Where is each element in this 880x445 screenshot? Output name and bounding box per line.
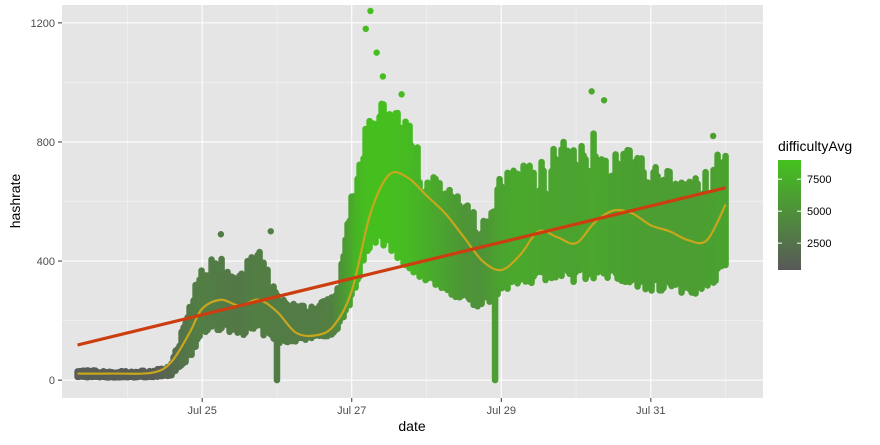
- legend-tick-label: 2500: [807, 238, 831, 250]
- x-tick-label: Jul 25: [188, 405, 217, 417]
- legend: difficultyAvg 2500 5000 7500: [778, 138, 852, 270]
- scatter-point: [267, 228, 274, 235]
- y-axis-title: hashrate: [7, 174, 23, 229]
- fit-layer: [77, 171, 727, 375]
- x-tick-label: Jul 27: [337, 405, 366, 417]
- legend-colorbar: [778, 160, 801, 270]
- axes-layer: 0 400 800 1200 Jul 25 Jul 27 Jul 29 Jul 31: [31, 18, 666, 417]
- x-tick-label: Jul 31: [636, 405, 665, 417]
- legend-tick-label: 5000: [807, 206, 831, 218]
- scatter-point: [217, 231, 225, 238]
- legend-ticks: 2500 5000 7500: [778, 174, 831, 250]
- scatter-point: [373, 49, 380, 56]
- scatter-point: [367, 7, 374, 15]
- y-tick-label: 800: [37, 137, 55, 149]
- scatter-layer: [74, 7, 729, 384]
- legend-tick-label: 7500: [807, 174, 831, 186]
- scatter-point: [588, 88, 595, 95]
- y-tick-label: 0: [49, 375, 55, 387]
- scatter-point: [600, 97, 608, 104]
- legend-title: difficultyAvg: [778, 138, 852, 154]
- scatter-point: [709, 132, 717, 140]
- scatter-point: [362, 25, 369, 33]
- y-tick-label: 400: [37, 256, 55, 268]
- y-tick-label: 1200: [31, 18, 55, 30]
- smooth-fit-line: [77, 171, 727, 375]
- scatter-point: [398, 91, 405, 98]
- x-tick-label: Jul 29: [487, 405, 516, 417]
- x-axis-title: date: [398, 418, 425, 434]
- linear-fit-line: [77, 186, 726, 347]
- scatter-point: [379, 73, 387, 80]
